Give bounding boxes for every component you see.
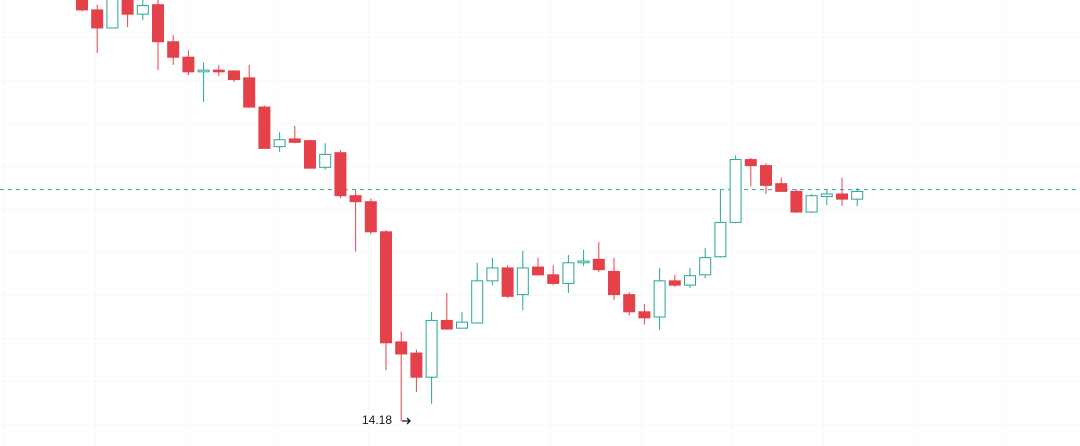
candle-body [562,262,575,284]
candle-body [288,138,301,143]
candle-body [182,56,195,73]
candle-body [516,267,529,296]
candle-body [608,270,620,296]
candle-body [577,260,590,264]
candle-body [456,321,468,329]
candle-body [653,280,666,318]
candle-body [106,0,119,29]
low-arrow [402,417,411,425]
candle-body [273,139,286,148]
candle-body [851,190,864,200]
candle-body [699,257,712,276]
candle-body [790,190,803,213]
low-label: 14.18 [362,413,392,427]
candle-body [547,274,560,284]
candle-body [638,311,651,319]
candle-body [486,267,499,282]
candle-body [364,201,377,233]
candle-body [425,319,438,378]
candle-body [319,153,332,168]
candle-body [440,319,453,330]
candle-body [623,294,636,313]
candle-body [836,193,848,200]
candle-body [228,70,240,81]
candle-body [349,195,362,203]
plot [0,0,1080,422]
candle-body [592,258,605,271]
candle-body [136,5,149,15]
candle-body [471,280,484,324]
candle-body [820,193,833,198]
candle-body [258,106,271,149]
candle-body [410,352,423,378]
candle-body [167,41,180,58]
candle-body [304,140,316,169]
candle-body [121,0,134,15]
candle-body [76,0,88,11]
candle-body [91,9,104,29]
candle-body [380,231,392,344]
candle-body [152,4,164,43]
candle-body [212,69,225,73]
candle-body [805,195,818,213]
candle-body [684,275,696,286]
candle-body [775,183,788,192]
candle-body [744,159,757,167]
candle-body [334,152,347,197]
candle-body [714,221,727,258]
candle-body [729,159,742,223]
candle-body [501,267,514,297]
candle-body [532,266,544,276]
candle-body [243,77,256,108]
candle-body [760,165,772,186]
candle-body [668,280,681,286]
candle-body [395,341,408,355]
candle-body [197,69,210,73]
